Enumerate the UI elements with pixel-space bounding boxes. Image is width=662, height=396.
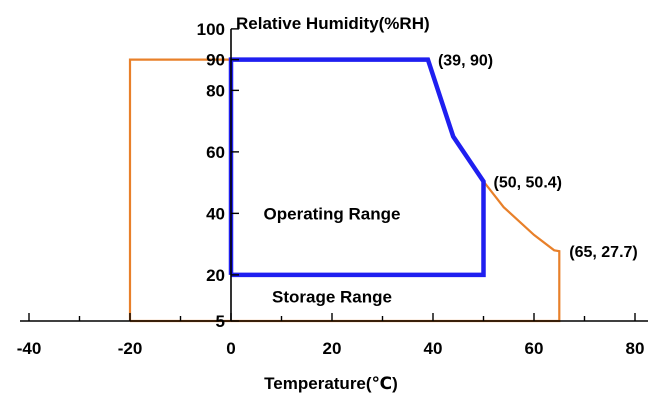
operating-range-label: Operating Range <box>264 204 401 223</box>
x-axis-title: Temperature(℃) <box>264 374 398 393</box>
x-tick-label: 40 <box>424 339 443 358</box>
series-layer <box>128 57 561 323</box>
region-labels: Operating Range Storage Range <box>264 204 401 306</box>
x-tick-label: 20 <box>323 339 342 358</box>
y-tick-label: 90 <box>206 51 225 70</box>
annotations: (39, 90) (50, 50.4) (65, 27.7) <box>438 53 638 262</box>
y-tick-label: 80 <box>206 81 225 100</box>
y-axis-title: Relative Humidity(%RH) <box>236 14 430 33</box>
point-annotation: (39, 90) <box>438 53 493 70</box>
point-annotation: (50, 50.4) <box>494 174 562 191</box>
x-tick-label: 60 <box>525 339 544 358</box>
y-tick-label: 60 <box>206 143 225 162</box>
y-tick-label: 5 <box>216 312 225 331</box>
x-tick-label: 80 <box>626 339 645 358</box>
series-line-operating-range <box>228 57 486 278</box>
y-tick-label: 40 <box>206 204 225 223</box>
y-tick-label: 20 <box>206 266 225 285</box>
storage-range-label: Storage Range <box>272 287 392 306</box>
y-ticks: 5 20 40 60 80 90 100 <box>197 20 239 331</box>
x-tick-label: 0 <box>226 339 235 358</box>
point-annotation: (65, 27.7) <box>569 244 637 261</box>
x-tick-label: -20 <box>118 339 143 358</box>
x-tick-label: -40 <box>17 339 42 358</box>
y-tick-label: 100 <box>197 20 225 39</box>
x-ticks: -40 -20 0 20 40 60 80 <box>17 313 645 358</box>
